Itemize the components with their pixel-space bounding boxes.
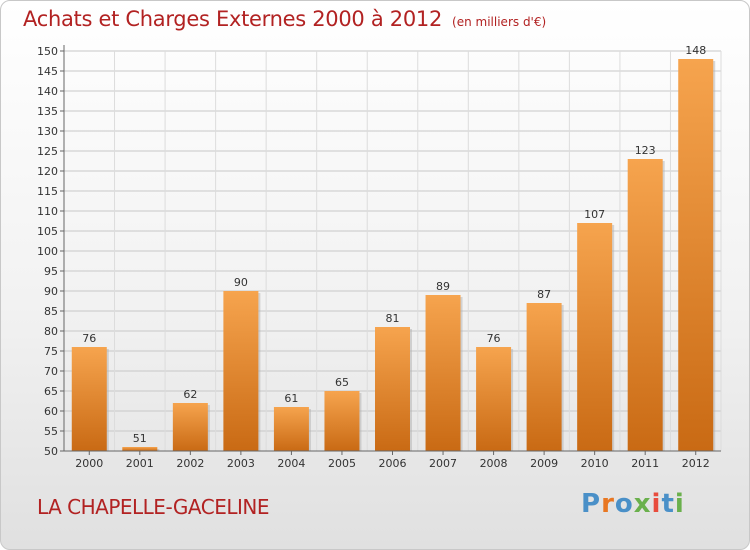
bar [375,327,410,451]
y-tick-label: 105 [37,225,58,238]
y-tick-label: 110 [37,205,58,218]
axes: 50 55 60 65 70 75 80 85 90 95 100 105 110 115 120 125 13… [37,45,721,470]
y-tick-label: 115 [37,185,58,198]
y-tick-label: 60 [44,405,58,418]
x-tick-label: 2003 [227,457,255,470]
bar-value-label: 62 [183,388,197,401]
logo-letter: i [651,489,662,519]
bar-value-label: 89 [436,280,450,293]
logo-letter: P [581,489,602,519]
bar [526,303,562,451]
x-tick-label: 2009 [530,457,558,470]
bar [627,159,663,451]
y-tick-label: 65 [44,385,58,398]
bar-value-label: 148 [685,44,706,57]
x-tick-label: 2008 [480,457,508,470]
logo-letter: t [661,489,675,519]
bar-value-label: 65 [335,376,349,389]
commune-name: LA CHAPELLE-GACELINE [37,495,269,519]
bar-value-label: 87 [537,288,551,301]
bar-value-label: 76 [82,332,96,345]
x-tick-label: 2006 [379,457,407,470]
x-tick-label: 2005 [328,457,356,470]
bar-value-label: 107 [584,208,605,221]
bar [577,223,613,451]
y-tick-label: 150 [37,45,58,58]
x-tick-label: 2012 [682,457,710,470]
y-tick-label: 85 [44,305,58,318]
x-tick-label: 2011 [631,457,659,470]
y-tick-label: 90 [44,285,58,298]
logo-letter: r [601,489,615,519]
bar [122,447,158,451]
bar [425,295,461,451]
x-tick-label: 2000 [75,457,103,470]
bar [273,407,309,451]
bar [324,391,360,451]
bar [172,403,208,451]
bar-value-label: 81 [386,312,400,325]
bar-value-label: 123 [635,144,656,157]
y-tick-label: 70 [44,365,58,378]
chart-title: Achats et Charges Externes 2000 à 2012 (e… [23,7,546,31]
logo-letter: o [614,489,634,519]
logo-letter: x [633,489,652,519]
x-tick-label: 2010 [581,457,609,470]
value-labels: 76 51 62 90 61 65 81 89 76 87 107 123 148 [82,44,706,445]
y-tick-label: 130 [37,125,58,138]
y-tick-label: 100 [37,245,58,258]
y-tick-label: 80 [44,325,58,338]
bar [223,291,259,451]
bar [476,347,512,451]
x-tick-label: 2002 [176,457,204,470]
bars [71,59,716,451]
y-tick-label: 120 [37,165,58,178]
y-tick-label: 125 [37,145,58,158]
x-tick-label: 2004 [277,457,305,470]
y-tick-label: 95 [44,265,58,278]
proxiti-logo: Proxiti [581,489,685,519]
y-tick-label: 135 [37,105,58,118]
chart-title-text: Achats et Charges Externes 2000 à 2012 [23,7,443,31]
chart-unit: (en milliers d'€) [452,15,547,29]
y-tick-label: 50 [44,445,58,458]
bar [678,59,714,451]
y-tick-label: 55 [44,425,58,438]
bar-value-label: 61 [284,392,298,405]
y-tick-label: 145 [37,65,58,78]
x-tick-label: 2007 [429,457,457,470]
bar-value-label: 76 [487,332,501,345]
bar [71,347,107,451]
bar-value-label: 90 [234,276,248,289]
y-tick-label: 140 [37,85,58,98]
logo-letter: i [674,489,685,519]
bar-value-label: 51 [133,432,147,445]
x-tick-label: 2001 [126,457,154,470]
y-tick-label: 75 [44,345,58,358]
